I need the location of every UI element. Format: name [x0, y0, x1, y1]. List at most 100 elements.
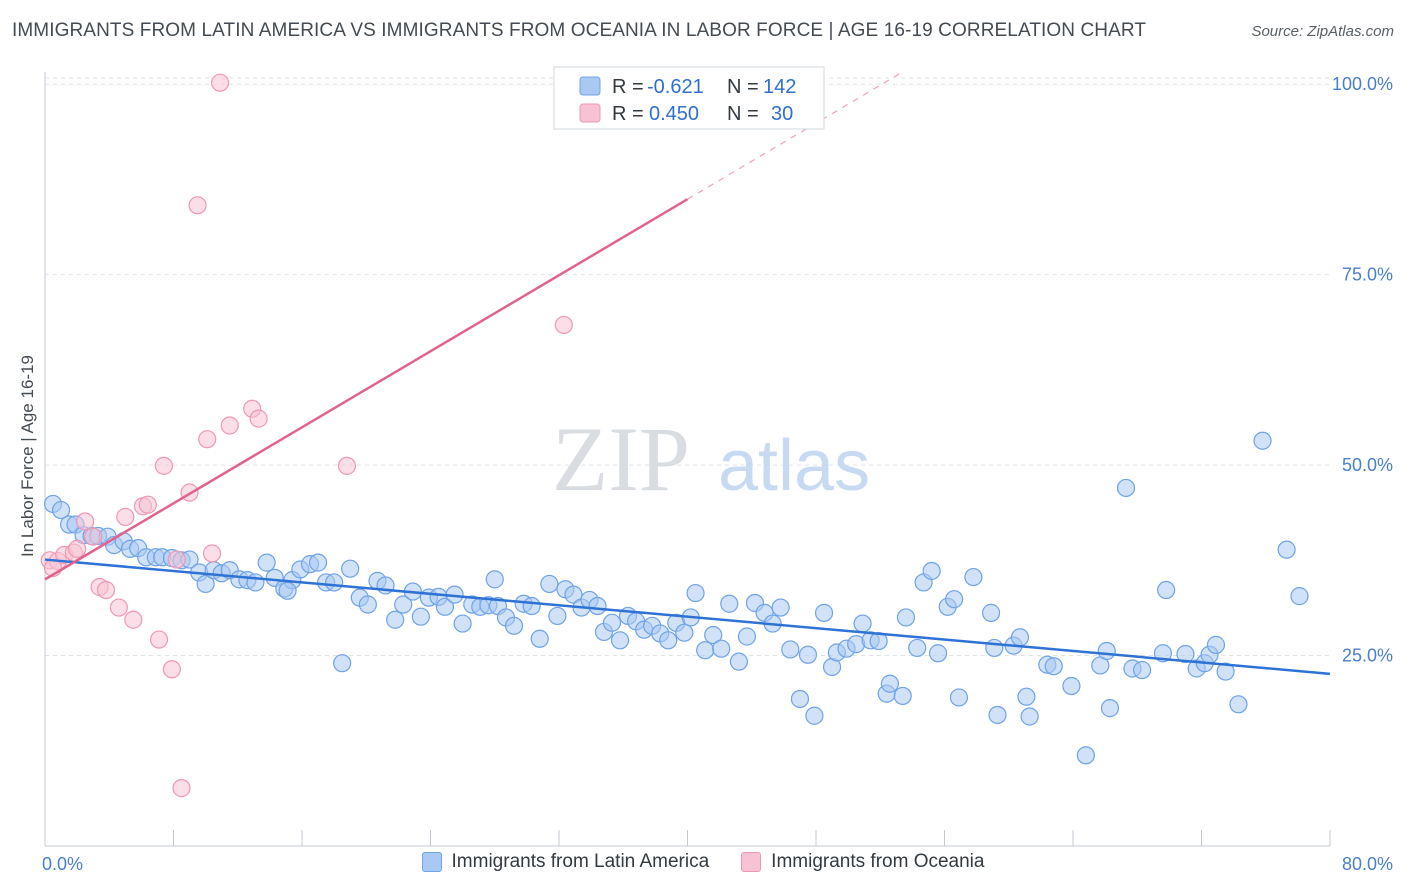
point-latin-60	[548, 606, 567, 626]
point-latin-139	[1290, 587, 1309, 606]
point-latin-68	[610, 631, 630, 650]
axes	[44, 72, 1331, 847]
point-oceania-28	[68, 539, 87, 558]
stats-n-label-pink: N =	[727, 103, 759, 125]
legend-label-oceania: Immigrants from Oceania	[771, 851, 985, 872]
point-latin-19	[196, 574, 215, 594]
point-oceania-16	[167, 550, 186, 569]
stats-n-label-blue: N =	[727, 76, 759, 98]
legend: Immigrants from Latin America Immigrants…	[0, 851, 1406, 873]
point-latin-130	[1157, 580, 1176, 600]
trend-line-oceania	[44, 198, 689, 581]
series-latin-america	[43, 431, 1309, 765]
point-latin-122	[1062, 676, 1081, 696]
point-latin-47	[435, 597, 455, 616]
point-latin-107	[922, 561, 941, 581]
point-latin-141	[1076, 746, 1095, 765]
stats-n-value-blue: 142	[763, 76, 796, 98]
point-oceania-15	[162, 660, 181, 679]
point-oceania-23	[220, 416, 239, 435]
point-latin-143	[278, 581, 297, 600]
point-latin-142	[485, 570, 504, 589]
point-latin-81	[712, 639, 731, 658]
legend-swatch-pink	[741, 852, 762, 872]
point-oceania-13	[149, 630, 169, 649]
point-latin-89	[781, 640, 800, 659]
point-latin-59	[540, 574, 559, 594]
stats-swatch-blue	[579, 76, 601, 96]
point-latin-34	[325, 573, 344, 592]
legend-item-latin-america[interactable]: Immigrants from Latin America	[421, 851, 709, 873]
trend-line-latin	[44, 558, 1331, 676]
point-oceania-20	[198, 430, 217, 449]
point-latin-74	[659, 631, 678, 650]
point-latin-32	[308, 553, 328, 572]
y-tick-label-3: 100.0%	[1332, 74, 1393, 94]
source-credit: Source: ZipAtlas.com	[1251, 23, 1394, 40]
point-latin-114	[985, 638, 1004, 658]
y-tick-label-2: 75.0%	[1342, 265, 1393, 285]
point-latin-84	[737, 627, 757, 646]
point-latin-112	[964, 567, 983, 587]
point-oceania-22	[210, 73, 230, 92]
point-oceania-8	[109, 598, 128, 617]
point-latin-62	[564, 585, 583, 604]
y-tick-label-0: 25.0%	[1342, 646, 1393, 666]
point-latin-82	[720, 594, 739, 613]
point-latin-76	[675, 623, 694, 642]
point-latin-136	[1216, 662, 1235, 681]
point-latin-91	[798, 645, 818, 664]
point-latin-124	[1097, 641, 1116, 661]
point-latin-108	[928, 644, 948, 663]
point-latin-103	[893, 686, 912, 706]
point-latin-41	[386, 610, 405, 629]
point-latin-119	[1020, 707, 1039, 726]
stats-r-label-pink: R =	[612, 103, 644, 125]
point-latin-80	[704, 625, 723, 645]
point-latin-57	[522, 596, 541, 616]
y-tick-label-1: 50.0%	[1342, 455, 1393, 475]
point-oceania-27	[554, 315, 573, 335]
stats-swatch-pink	[579, 103, 601, 123]
point-latin-78	[686, 583, 705, 603]
point-oceania-12	[138, 495, 157, 514]
point-latin-121	[1044, 657, 1063, 676]
point-latin-125	[1100, 699, 1120, 718]
point-latin-88	[771, 598, 790, 617]
point-latin-1	[51, 500, 71, 520]
stats-r-label-blue: R =	[612, 76, 644, 98]
point-latin-110	[945, 590, 964, 609]
point-latin-131	[1176, 644, 1195, 664]
point-latin-140	[1229, 695, 1248, 714]
point-oceania-10	[124, 610, 143, 629]
point-latin-38	[358, 595, 377, 614]
point-latin-67	[602, 613, 622, 632]
point-oceania-21	[202, 544, 222, 563]
point-latin-113	[981, 603, 1001, 622]
point-latin-65	[588, 596, 607, 616]
point-latin-104	[896, 608, 916, 627]
x-tick-label-0: 0.0%	[42, 854, 83, 874]
point-latin-118	[1017, 687, 1036, 706]
point-latin-26	[257, 553, 276, 572]
point-latin-44	[411, 607, 430, 626]
point-latin-115	[988, 705, 1007, 725]
point-latin-126	[1116, 478, 1136, 498]
point-latin-102	[880, 674, 899, 693]
legend-swatch-blue	[421, 852, 442, 872]
watermark: ZIP atlas	[552, 408, 870, 510]
legend-item-oceania[interactable]: Immigrants from Oceania	[741, 851, 984, 873]
point-latin-36	[341, 559, 360, 578]
point-latin-25	[246, 573, 265, 592]
point-latin-128	[1132, 660, 1152, 680]
point-oceania-26	[337, 456, 357, 475]
stats-box: R = -0.621 N = 142 R = 0.450 N = 30	[553, 66, 825, 130]
stats-r-value-pink: 0.450	[649, 103, 699, 125]
stats-r-value-blue: -0.621	[647, 76, 704, 98]
point-latin-58	[530, 629, 549, 648]
point-oceania-7	[96, 580, 116, 600]
point-oceania-4	[76, 512, 95, 531]
point-latin-137	[1253, 431, 1272, 450]
point-oceania-17	[172, 779, 191, 798]
